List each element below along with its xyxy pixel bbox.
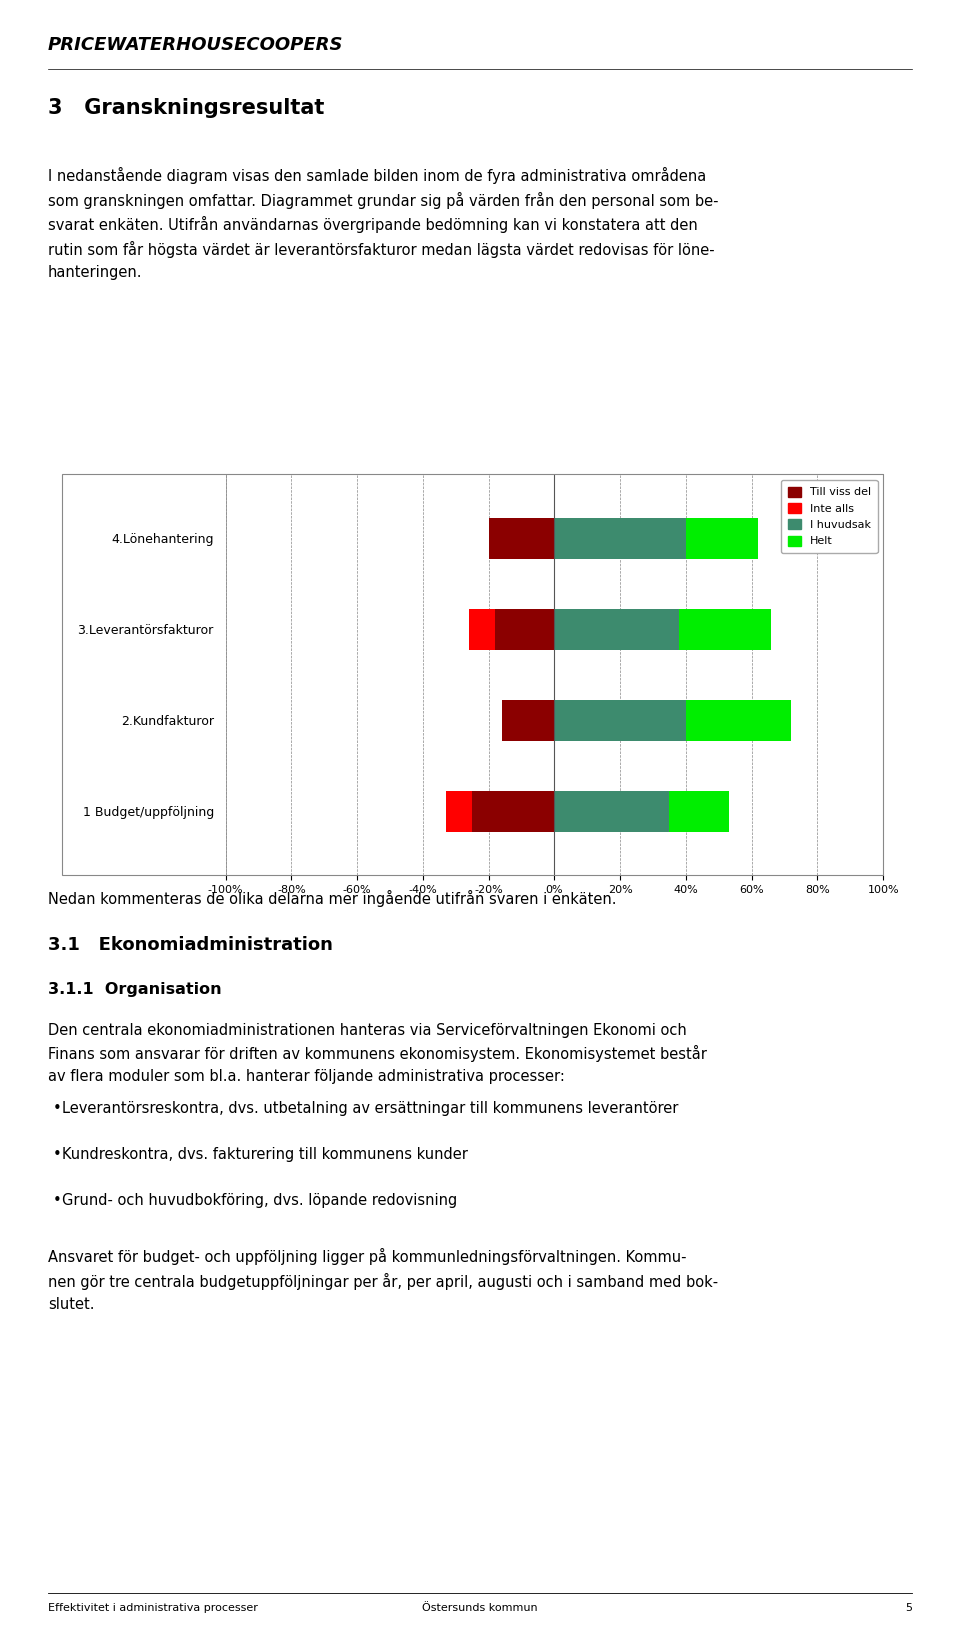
Text: •: • <box>53 1193 61 1207</box>
Bar <box>680 609 772 649</box>
Text: 3.1   Ekonomiadministration: 3.1 Ekonomiadministration <box>48 936 333 954</box>
Text: Den centrala ekonomiadministrationen hanteras via Serviceförvaltningen Ekonomi o: Den centrala ekonomiadministrationen han… <box>48 1022 707 1083</box>
Text: Nedan kommenteras de olika delarna mer ingående utifrån svaren i enkäten.: Nedan kommenteras de olika delarna mer i… <box>48 890 616 906</box>
Bar <box>555 609 680 649</box>
Bar <box>555 790 669 833</box>
Text: 5: 5 <box>905 1603 912 1613</box>
Text: I nedanstående diagram visas den samlade bilden inom de fyra administrativa områ: I nedanstående diagram visas den samlade… <box>48 167 718 280</box>
Text: Ansvaret för budget- och uppföljning ligger på kommunledningsförvaltningen. Komm: Ansvaret för budget- och uppföljning lig… <box>48 1248 718 1312</box>
Bar <box>472 790 555 833</box>
Bar <box>468 609 495 649</box>
Text: Östersunds kommun: Östersunds kommun <box>422 1603 538 1613</box>
Bar <box>445 790 472 833</box>
Text: •: • <box>53 1147 61 1162</box>
Bar <box>495 609 555 649</box>
Bar <box>555 700 685 741</box>
Bar <box>502 700 555 741</box>
Legend: Till viss del, Inte alls, I huvudsak, Helt: Till viss del, Inte alls, I huvudsak, He… <box>781 479 877 553</box>
Text: •: • <box>53 1101 61 1116</box>
Bar <box>685 700 791 741</box>
Text: Grund- och huvudbokföring, dvs. löpande redovisning: Grund- och huvudbokföring, dvs. löpande … <box>62 1193 458 1207</box>
Text: Effektivitet i administrativa processer: Effektivitet i administrativa processer <box>48 1603 258 1613</box>
Bar <box>669 790 729 833</box>
Bar <box>685 517 758 560</box>
Bar <box>555 517 685 560</box>
Text: Leverantörsreskontra, dvs. utbetalning av ersättningar till kommunens leverantör: Leverantörsreskontra, dvs. utbetalning a… <box>62 1101 679 1116</box>
Text: Kundreskontra, dvs. fakturering till kommunens kunder: Kundreskontra, dvs. fakturering till kom… <box>62 1147 468 1162</box>
Text: 3.1.1  Organisation: 3.1.1 Organisation <box>48 982 222 996</box>
Text: PRICEWATERHOUSECOOPERS: PRICEWATERHOUSECOOPERS <box>48 36 344 54</box>
Text: 3   Granskningsresultat: 3 Granskningsresultat <box>48 98 324 118</box>
Bar <box>489 517 555 560</box>
